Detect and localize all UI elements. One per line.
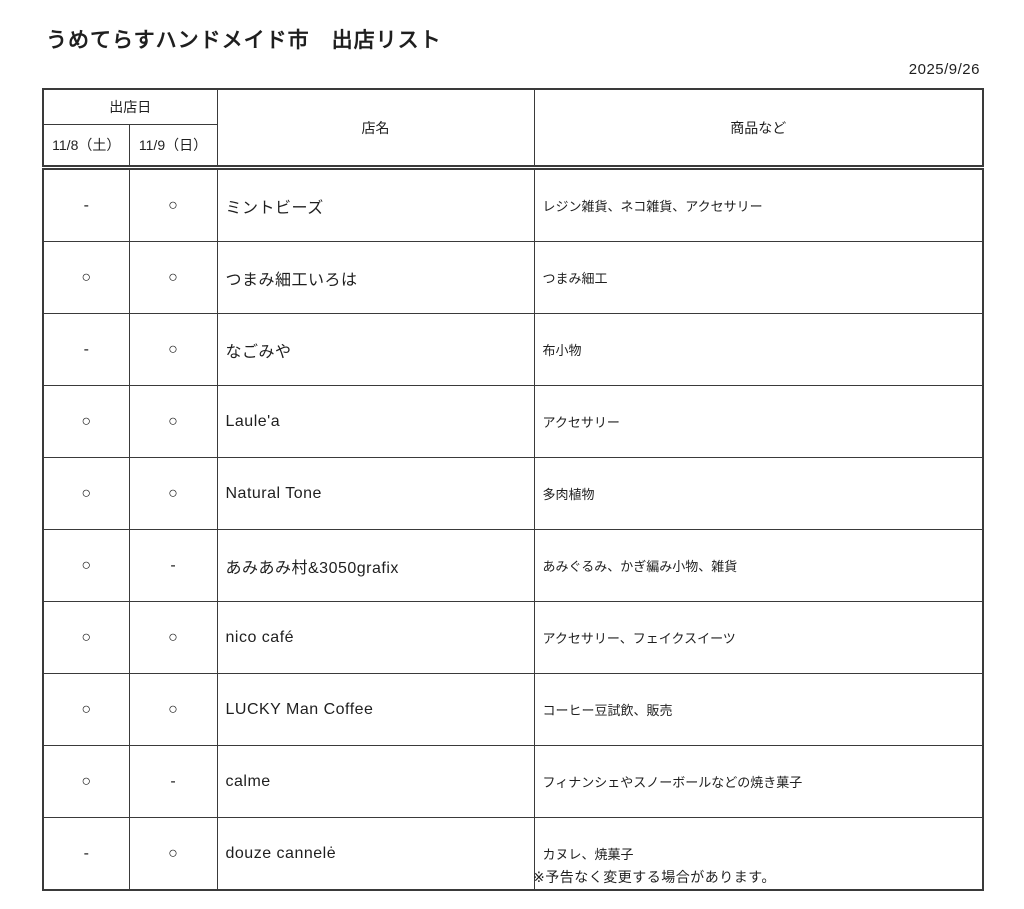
shop-name-cell: douze cannelė <box>216 817 535 891</box>
header-shop-name: 店名 <box>216 88 535 170</box>
table-row: ○ ○ Natural Tone 多肉植物 <box>42 457 984 530</box>
day-sunday-cell: ○ <box>128 167 218 242</box>
shop-name-cell: Laule'a <box>216 385 535 458</box>
products-cell: レジン雑貨、ネコ雑貨、アクセサリー <box>533 167 984 242</box>
table-row: ○ - あみあみ村&3050grafix あみぐるみ、かぎ編み小物、雑貨 <box>42 529 984 602</box>
day-saturday-cell: ○ <box>42 241 130 314</box>
day-sunday-cell: ○ <box>128 817 218 891</box>
table-row: ○ ○ つまみ細工いろは つまみ細工 <box>42 241 984 314</box>
products-cell: フィナンシェやスノーボールなどの焼き菓子 <box>533 745 984 818</box>
products-cell: アクセサリー、フェイクスイーツ <box>533 601 984 674</box>
shop-name-cell: Natural Tone <box>216 457 535 530</box>
header-row-dates: 11/8（土） 11/9（日） <box>42 124 983 170</box>
shop-name-cell: つまみ細工いろは <box>216 241 535 314</box>
products-cell: カヌレ、焼菓子 <box>533 817 984 891</box>
header-dates-group: 出店日 <box>42 88 218 125</box>
day-saturday-cell: ○ <box>42 457 130 530</box>
day-sunday-cell: ○ <box>128 241 218 314</box>
day-sunday-cell: ○ <box>128 601 218 674</box>
shop-name-cell: LUCKY Man Coffee <box>216 673 535 746</box>
day-sunday-cell: ○ <box>128 313 218 386</box>
shop-name-cell: あみあみ村&3050grafix <box>216 529 535 602</box>
day-sunday-cell: ○ <box>128 457 218 530</box>
day-sunday-cell: ○ <box>128 385 218 458</box>
header-date-sunday: 11/9（日） <box>128 124 218 170</box>
products-cell: 多肉植物 <box>533 457 984 530</box>
shop-name-cell: ミントビーズ <box>216 167 535 242</box>
shop-name-cell: nico café <box>216 601 535 674</box>
table-row: - ○ なごみや 布小物 <box>42 313 984 386</box>
table-body: - ○ ミントビーズ レジン雑貨、ネコ雑貨、アクセサリー ○ ○ つまみ細工いろは つまみ細工… <box>42 167 984 891</box>
footnote: ※予告なく変更する場合があります。 <box>533 869 776 885</box>
day-saturday-cell: - <box>42 313 130 386</box>
table-header: 出店日 店名 商品など 11/8（土） 11/9（日） <box>42 88 984 170</box>
shop-name-cell: なごみや <box>216 313 535 386</box>
document-date: 2025/9/26 <box>908 61 980 78</box>
page-title: うめてらすハンドメイド市 出店リスト <box>46 29 442 52</box>
day-saturday-cell: ○ <box>42 745 130 818</box>
day-sunday-cell: ○ <box>128 673 218 746</box>
header-date-saturday: 11/8（土） <box>42 124 130 170</box>
day-saturday-cell: - <box>42 817 130 891</box>
products-cell: コーヒー豆試飲、販売 <box>533 673 984 746</box>
products-cell: あみぐるみ、かぎ編み小物、雑貨 <box>533 529 984 602</box>
table-row: ○ - calme フィナンシェやスノーボールなどの焼き菓子 <box>42 745 984 818</box>
day-saturday-cell: - <box>42 167 130 242</box>
header-products: 商品など <box>533 88 984 170</box>
products-cell: 布小物 <box>533 313 984 386</box>
table-row: - ○ ミントビーズ レジン雑貨、ネコ雑貨、アクセサリー <box>42 167 984 242</box>
products-cell: アクセサリー <box>533 385 984 458</box>
table-row: ○ ○ LUCKY Man Coffee コーヒー豆試飲、販売 <box>42 673 984 746</box>
day-saturday-cell: ○ <box>42 673 130 746</box>
table-row: ○ ○ Laule'a アクセサリー <box>42 385 984 458</box>
table-row: ○ ○ nico café アクセサリー、フェイクスイーツ <box>42 601 984 674</box>
day-saturday-cell: ○ <box>42 529 130 602</box>
table-row: - ○ douze cannelė カヌレ、焼菓子 <box>42 817 984 891</box>
shop-name-cell: calme <box>216 745 535 818</box>
day-sunday-cell: - <box>128 745 218 818</box>
header-row-group: 出店日 店名 商品など <box>42 88 984 170</box>
day-sunday-cell: - <box>128 529 218 602</box>
day-saturday-cell: ○ <box>42 385 130 458</box>
vendor-table: 出店日 店名 商品など 11/8（土） 11/9（日） - ○ ミントビーズ レジン雑… <box>42 88 984 891</box>
products-cell: つまみ細工 <box>533 241 984 314</box>
day-saturday-cell: ○ <box>42 601 130 674</box>
